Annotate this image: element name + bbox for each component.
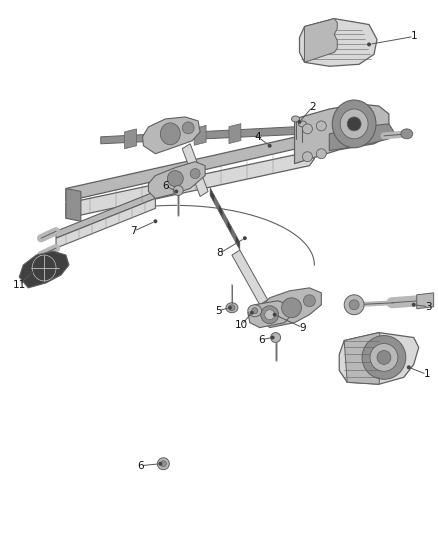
Ellipse shape bbox=[174, 190, 178, 193]
Ellipse shape bbox=[344, 295, 364, 314]
Ellipse shape bbox=[367, 43, 371, 46]
Ellipse shape bbox=[401, 129, 413, 139]
Text: 9: 9 bbox=[299, 322, 306, 333]
Polygon shape bbox=[210, 188, 214, 203]
Ellipse shape bbox=[349, 300, 359, 310]
Polygon shape bbox=[56, 191, 155, 238]
Ellipse shape bbox=[243, 236, 247, 240]
Polygon shape bbox=[124, 129, 137, 149]
Text: 3: 3 bbox=[425, 302, 432, 312]
Polygon shape bbox=[182, 144, 208, 197]
Polygon shape bbox=[66, 189, 81, 221]
Ellipse shape bbox=[159, 462, 162, 466]
Ellipse shape bbox=[297, 120, 301, 124]
Polygon shape bbox=[339, 333, 419, 384]
Polygon shape bbox=[229, 124, 241, 143]
Ellipse shape bbox=[362, 336, 406, 379]
Text: 5: 5 bbox=[215, 306, 221, 316]
Text: 1: 1 bbox=[410, 31, 417, 42]
Ellipse shape bbox=[282, 298, 301, 318]
Polygon shape bbox=[304, 19, 337, 62]
Polygon shape bbox=[227, 219, 231, 235]
Polygon shape bbox=[232, 250, 268, 305]
Ellipse shape bbox=[292, 116, 300, 122]
Ellipse shape bbox=[153, 219, 157, 223]
Polygon shape bbox=[300, 19, 377, 66]
Ellipse shape bbox=[250, 311, 254, 314]
Ellipse shape bbox=[261, 306, 279, 324]
Polygon shape bbox=[260, 288, 321, 328]
Ellipse shape bbox=[157, 458, 170, 470]
Ellipse shape bbox=[370, 343, 398, 372]
Ellipse shape bbox=[160, 461, 166, 467]
Ellipse shape bbox=[226, 303, 238, 313]
Ellipse shape bbox=[303, 152, 312, 161]
Polygon shape bbox=[148, 161, 205, 198]
Polygon shape bbox=[223, 211, 227, 227]
Text: 10: 10 bbox=[235, 320, 248, 329]
Ellipse shape bbox=[167, 171, 183, 187]
Polygon shape bbox=[66, 152, 314, 219]
Text: 7: 7 bbox=[130, 226, 137, 236]
Ellipse shape bbox=[340, 109, 368, 139]
Polygon shape bbox=[19, 251, 69, 288]
Polygon shape bbox=[214, 195, 219, 211]
Ellipse shape bbox=[173, 185, 183, 196]
Text: 11: 11 bbox=[13, 280, 26, 290]
Text: 8: 8 bbox=[217, 248, 223, 258]
Ellipse shape bbox=[377, 351, 391, 365]
Ellipse shape bbox=[332, 100, 376, 148]
Polygon shape bbox=[142, 117, 200, 154]
Polygon shape bbox=[417, 293, 434, 309]
Ellipse shape bbox=[316, 121, 326, 131]
Ellipse shape bbox=[268, 144, 272, 148]
Ellipse shape bbox=[273, 313, 277, 317]
Polygon shape bbox=[159, 127, 171, 147]
Polygon shape bbox=[66, 134, 314, 201]
Ellipse shape bbox=[412, 303, 416, 307]
Ellipse shape bbox=[182, 122, 194, 134]
Ellipse shape bbox=[190, 168, 200, 179]
Polygon shape bbox=[236, 235, 240, 250]
Text: 6: 6 bbox=[137, 461, 144, 471]
Text: 6: 6 bbox=[162, 181, 169, 190]
Text: 2: 2 bbox=[309, 102, 316, 112]
Ellipse shape bbox=[271, 336, 275, 340]
Polygon shape bbox=[294, 104, 389, 164]
Ellipse shape bbox=[298, 121, 307, 127]
Polygon shape bbox=[329, 124, 394, 151]
Ellipse shape bbox=[160, 123, 180, 145]
Polygon shape bbox=[248, 301, 292, 328]
Ellipse shape bbox=[407, 365, 411, 369]
Text: 4: 4 bbox=[254, 132, 261, 142]
Ellipse shape bbox=[265, 310, 275, 320]
Polygon shape bbox=[194, 125, 206, 146]
Polygon shape bbox=[56, 198, 155, 248]
Ellipse shape bbox=[316, 149, 326, 159]
Ellipse shape bbox=[229, 305, 235, 311]
Polygon shape bbox=[101, 126, 311, 144]
Polygon shape bbox=[344, 333, 381, 384]
Polygon shape bbox=[219, 203, 223, 219]
Text: 1: 1 bbox=[424, 369, 430, 379]
Ellipse shape bbox=[271, 333, 281, 343]
Ellipse shape bbox=[303, 124, 312, 134]
Ellipse shape bbox=[228, 306, 232, 310]
Text: 6: 6 bbox=[258, 335, 265, 344]
Ellipse shape bbox=[248, 305, 262, 317]
Ellipse shape bbox=[29, 271, 33, 275]
Ellipse shape bbox=[347, 117, 361, 131]
Polygon shape bbox=[231, 227, 236, 243]
Ellipse shape bbox=[304, 295, 315, 307]
Ellipse shape bbox=[252, 308, 258, 314]
